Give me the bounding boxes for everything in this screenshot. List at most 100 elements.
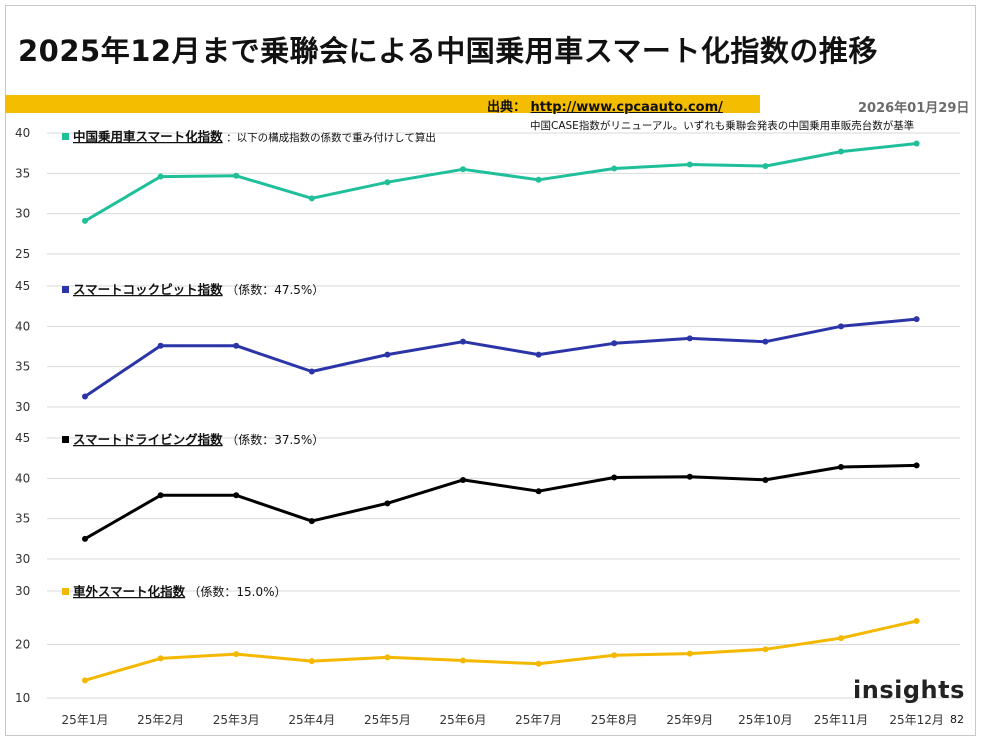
x-tick-label: 25年6月 (440, 713, 487, 727)
data-point (233, 172, 240, 179)
slide-frame (5, 5, 976, 736)
data-point (233, 342, 240, 349)
y-tick-label: 40 (15, 471, 30, 485)
data-point (535, 351, 542, 358)
data-point (82, 217, 88, 224)
source-label: 出典： (487, 100, 527, 115)
x-tick-label: 25年7月 (515, 713, 562, 727)
data-point (157, 342, 164, 349)
series-line (84, 619, 917, 682)
data-point (762, 163, 769, 170)
x-tick-label: 25年11月 (814, 713, 869, 727)
data-point (82, 393, 88, 400)
title-underline-bar (5, 95, 760, 113)
series-line (84, 142, 917, 223)
page-number: 82 (950, 713, 964, 726)
data-point (460, 166, 466, 173)
data-point (913, 617, 920, 624)
x-tick-label: 25年10月 (738, 713, 793, 727)
data-point (308, 195, 315, 202)
x-tick-label: 25年4月 (288, 713, 335, 727)
legend-subtitle: （係数：37.5%） (226, 432, 324, 447)
y-tick-label: 30 (15, 584, 30, 598)
data-point (384, 351, 391, 358)
legend-title: スマートコックピット指数 (73, 282, 223, 297)
data-point (460, 476, 466, 483)
data-point (686, 335, 693, 342)
data-point (611, 165, 618, 172)
data-point (460, 338, 466, 345)
data-point (233, 651, 240, 658)
source-line: 出典： http://www.cpcaauto.com/ (487, 96, 723, 115)
x-tick-label: 25年12月 (889, 713, 944, 727)
page-title: 2025年12月まで乗聯会による中国乗用車スマート化指数の推移 (18, 34, 878, 68)
y-tick-label: 20 (15, 638, 30, 652)
data-point (611, 340, 618, 347)
data-point (384, 179, 391, 186)
legend-subtitle: ：以下の構成指数の係数で重み付けして算出 (226, 131, 436, 144)
data-point (838, 148, 844, 155)
legend-subtitle: （係数：15.0%） (188, 584, 286, 599)
data-point (838, 635, 844, 642)
data-point (157, 655, 164, 662)
y-tick-label: 30 (15, 207, 30, 221)
y-tick-label: 45 (15, 431, 30, 445)
source-link[interactable]: http://www.cpcaauto.com/ (530, 100, 723, 115)
data-point (535, 488, 542, 495)
y-tick-label: 25 (15, 247, 30, 261)
data-point (611, 474, 618, 481)
data-point (460, 657, 466, 664)
data-point (82, 677, 88, 684)
data-point (611, 652, 618, 659)
x-tick-label: 25年5月 (364, 713, 411, 727)
data-point (82, 535, 88, 542)
data-point (686, 473, 693, 480)
data-point (308, 518, 315, 525)
x-tick-label: 25年1月 (62, 713, 109, 727)
data-point (535, 176, 542, 183)
data-point (686, 650, 693, 657)
data-point (762, 476, 769, 483)
y-tick-label: 45 (15, 279, 30, 293)
legend-title: 中国乗用車スマート化指数 (73, 129, 223, 144)
data-point (233, 492, 240, 499)
y-tick-label: 35 (15, 360, 30, 374)
data-point (762, 646, 769, 653)
data-point (913, 316, 920, 323)
data-point (308, 658, 315, 665)
y-tick-label: 30 (15, 400, 30, 414)
y-tick-label: 35 (15, 166, 30, 180)
chart-note: 中国CASE指数がリニューアル。いずれも乗聯会発表の中国乗用車販売台数が基準 (530, 120, 915, 132)
x-tick-label: 25年8月 (591, 713, 638, 727)
data-point (762, 338, 769, 345)
legend-marker (62, 286, 69, 293)
y-tick-label: 30 (15, 552, 30, 566)
data-point (157, 492, 164, 499)
data-point (838, 323, 844, 330)
data-point (913, 140, 920, 147)
data-point (308, 368, 315, 375)
data-point (838, 464, 844, 471)
legend-title: 車外スマート化指数 (73, 584, 186, 599)
legend-title: スマートドライビング指数 (73, 432, 223, 447)
logo-text: insights (853, 676, 965, 704)
y-tick-label: 40 (15, 319, 30, 333)
y-tick-label: 10 (15, 691, 30, 705)
data-point (913, 462, 920, 469)
insights-logo: insights (853, 676, 965, 704)
legend-marker (62, 133, 69, 140)
x-tick-label: 25年3月 (213, 713, 260, 727)
x-tick-label: 25年2月 (137, 713, 184, 727)
data-point (384, 654, 391, 661)
x-tick-label: 25年9月 (666, 713, 713, 727)
data-point (686, 161, 693, 168)
publish-date: 2026年01月29日 (858, 101, 970, 116)
y-tick-label: 40 (15, 126, 30, 140)
y-tick-label: 35 (15, 512, 30, 526)
data-point (535, 660, 542, 667)
legend-marker (62, 436, 69, 443)
series-line (84, 317, 917, 398)
data-point (157, 173, 164, 180)
